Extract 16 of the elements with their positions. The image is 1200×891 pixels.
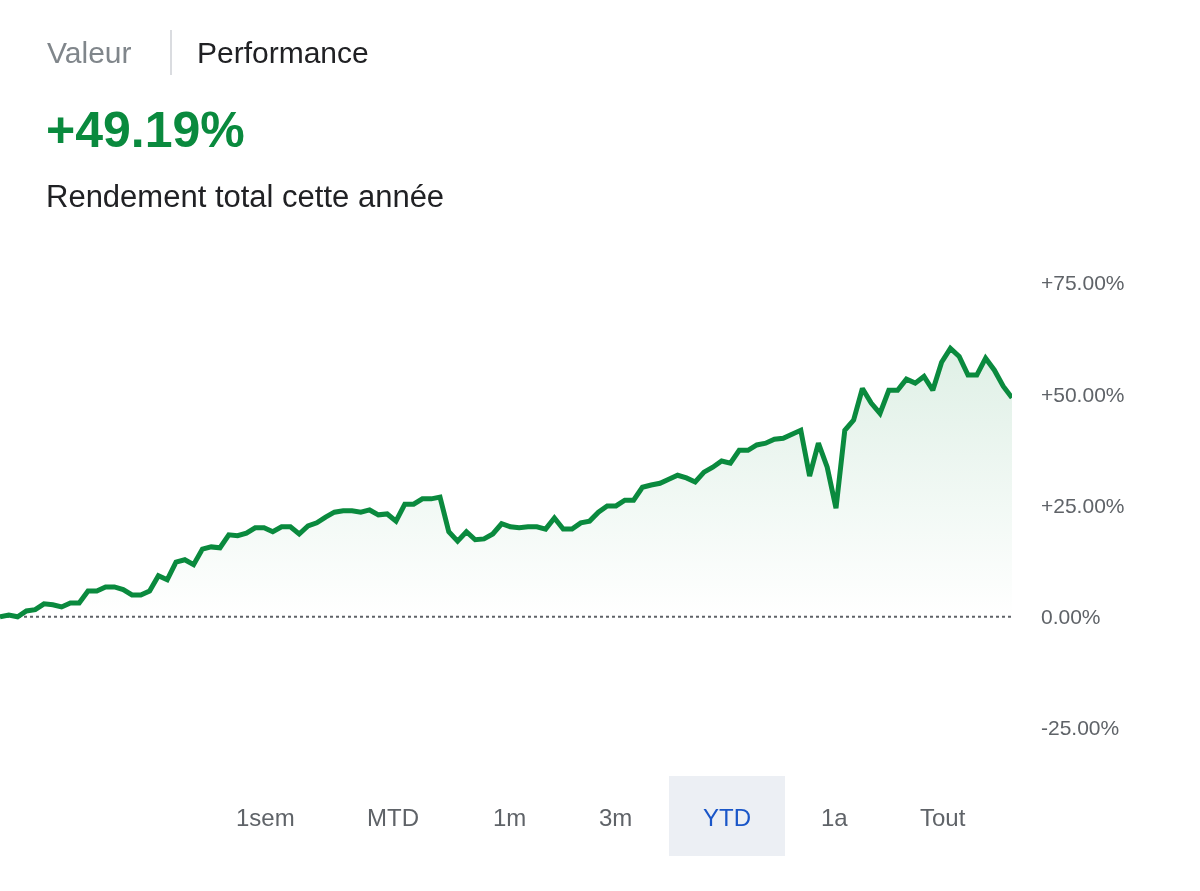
y-tick-label: +25.00% — [1041, 493, 1125, 517]
chart-subtitle: Rendement total cette année — [46, 179, 445, 214]
y-tick-label: +75.00% — [1041, 271, 1125, 295]
y-tick-label: +50.00% — [1041, 382, 1125, 406]
text: YTD — [703, 804, 751, 831]
text: MTD — [367, 804, 419, 831]
y-tick-label: 0.00% — [1041, 605, 1101, 629]
text: 3m — [599, 804, 633, 831]
text: Valeur — [47, 36, 132, 69]
text: 1a — [821, 804, 849, 831]
text: 1m — [493, 804, 527, 831]
text: 1sem — [236, 804, 295, 831]
y-tick-label: -25.00% — [1041, 716, 1120, 740]
text: Performance — [197, 36, 369, 69]
chart-title: +49.19% — [46, 102, 245, 158]
text: Tout — [920, 804, 966, 831]
